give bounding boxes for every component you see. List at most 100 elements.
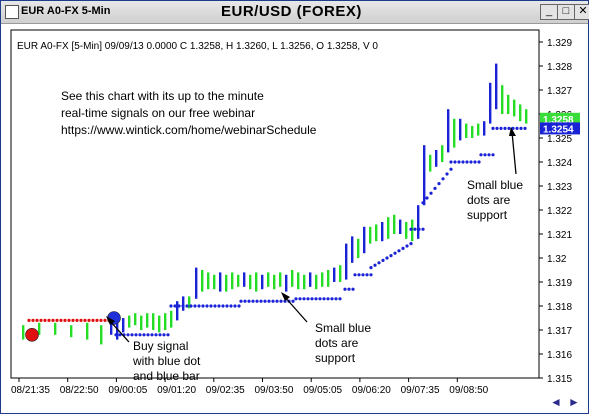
price-bar — [182, 296, 185, 311]
scroll-left-icon[interactable]: ◄ — [550, 395, 562, 409]
price-bar — [38, 322, 41, 335]
support-dot — [247, 299, 251, 303]
y-tick-label: 1.319 — [547, 278, 572, 289]
price-bar — [140, 315, 143, 330]
x-tick-label: 08/21:35 — [11, 385, 50, 396]
price-bar — [477, 123, 480, 136]
x-tick-label: 09/08:50 — [449, 385, 488, 396]
support-dot — [114, 333, 118, 337]
price-bar — [429, 154, 432, 172]
support-dot — [433, 186, 437, 190]
support-dot — [251, 299, 255, 303]
maximize-button[interactable]: □ — [557, 4, 575, 20]
webinar-text-line: See this chart with its up to the minute — [61, 89, 264, 103]
resistance-dot — [67, 318, 71, 322]
buy-signal-note: Buy signal — [133, 339, 188, 353]
support-dot — [259, 299, 263, 303]
support-dot — [445, 172, 449, 176]
support-dot — [381, 258, 385, 262]
support-dot — [162, 333, 166, 337]
y-tick-label: 1.328 — [547, 62, 572, 73]
price-bar — [315, 274, 318, 290]
minimize-button[interactable]: _ — [540, 4, 558, 20]
support-dot — [201, 304, 205, 308]
price-bar — [164, 313, 167, 330]
support-note-mid: dots are — [315, 336, 359, 350]
price-bar — [267, 272, 270, 287]
support-dot — [334, 297, 338, 301]
buy-signal-note: with blue dot — [132, 354, 201, 368]
price-bar — [495, 63, 498, 110]
support-dot — [173, 304, 177, 308]
support-arrowhead-mid — [281, 292, 290, 301]
support-dot — [425, 196, 429, 200]
price-bar — [110, 318, 113, 335]
support-dot — [291, 299, 295, 303]
price-bar — [261, 274, 264, 290]
price-bar — [501, 85, 504, 114]
window-title: EUR A0-FX 5-Min — [21, 5, 111, 17]
y-tick-label: 1.316 — [547, 350, 572, 361]
support-dot — [177, 304, 181, 308]
support-dot — [461, 160, 465, 164]
resistance-dot — [83, 318, 87, 322]
price-bar — [243, 272, 246, 287]
price-bar — [327, 270, 330, 287]
support-dot — [377, 261, 381, 265]
price-bar — [399, 219, 402, 234]
support-dot — [275, 299, 279, 303]
support-dot — [205, 304, 209, 308]
support-dot — [217, 304, 221, 308]
support-dot — [397, 249, 401, 253]
y-tick-label: 1.315 — [547, 374, 572, 385]
support-dot — [491, 153, 495, 157]
support-dot — [507, 126, 511, 130]
support-dot — [209, 304, 213, 308]
last-price-green: 1.3258 — [543, 115, 574, 126]
support-dot — [126, 333, 130, 337]
last-price-blue-bg — [540, 122, 580, 135]
support-dot — [318, 297, 322, 301]
price-bar — [405, 222, 408, 239]
support-dot — [465, 160, 469, 164]
support-dot — [491, 126, 495, 130]
price-bar — [417, 205, 420, 239]
x-tick-label: 09/05:05 — [303, 385, 342, 396]
support-dot — [393, 251, 397, 255]
support-note-mid: Small blue — [315, 321, 371, 335]
support-dot — [487, 153, 491, 157]
support-dot — [413, 227, 417, 231]
support-dot — [181, 304, 185, 308]
support-dot — [453, 160, 457, 164]
resistance-dot — [71, 318, 75, 322]
close-button[interactable]: ✕ — [574, 4, 589, 20]
support-dot — [469, 160, 473, 164]
support-note-mid: support — [315, 351, 356, 365]
plot-area — [10, 29, 540, 379]
webinar-text-line: real-time signals on our free webinar — [61, 106, 255, 120]
price-bar — [158, 315, 161, 333]
support-dot — [255, 299, 259, 303]
x-tick-label: 09/03:50 — [255, 385, 294, 396]
support-dot — [477, 160, 481, 164]
support-dot — [310, 297, 314, 301]
support-dot — [118, 333, 122, 337]
y-tick-label: 1.323 — [547, 182, 572, 193]
price-bar — [381, 222, 384, 242]
support-dot — [166, 333, 170, 337]
price-bar — [86, 322, 89, 340]
support-dot — [302, 297, 306, 301]
y-tick-label: 1.317 — [547, 326, 572, 337]
x-tick-label: 09/00:05 — [108, 385, 147, 396]
price-bar — [351, 236, 354, 263]
price-bar — [128, 315, 131, 328]
scroll-right-icon[interactable]: ► — [568, 395, 580, 409]
price-chart[interactable]: 1.3291.3281.3271.3261.3251.3241.3231.322… — [1, 24, 588, 413]
webinar-link[interactable]: https://www.wintick.com/home/webinarSche… — [61, 123, 317, 137]
price-bar — [195, 267, 198, 299]
price-bar — [134, 313, 137, 326]
price-bar — [447, 109, 450, 153]
price-bar — [507, 94, 510, 114]
support-dot — [193, 304, 197, 308]
price-bar — [100, 325, 103, 345]
